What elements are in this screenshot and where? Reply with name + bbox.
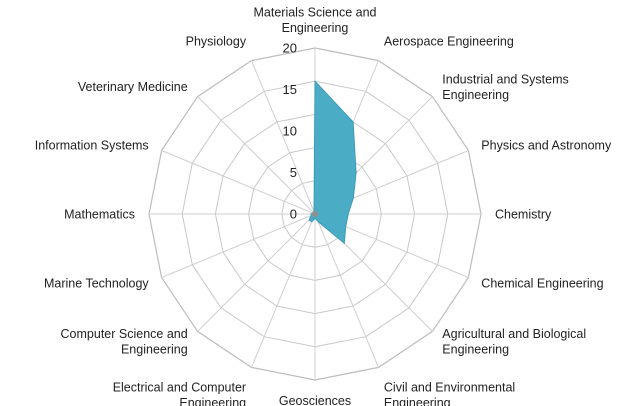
category-label: Computer Science and [61,327,188,341]
axis-spoke [161,150,316,215]
category-label: Agricultural and Biological [442,327,586,341]
tick-label: 15 [283,82,297,97]
tick-label: 5 [290,165,297,180]
category-label: Electrical and Computer [113,380,246,394]
tick-label: 20 [283,41,297,56]
category-label: Physics and Astronomy [481,139,612,153]
category-label: Chemistry [495,208,552,222]
axis-spoke [161,213,316,278]
category-label: Chemical Engineering [481,276,603,290]
category-label: Engineering [282,21,349,35]
category-label: Engineering [179,396,246,406]
axis-spoke [197,213,316,332]
category-label: Materials Science and [254,6,377,20]
category-label: Mathematics [64,208,135,222]
category-label: Geosciences [279,394,351,406]
center-point [312,211,318,217]
tick-label: 0 [290,207,297,222]
category-label: Marine Technology [44,276,149,290]
category-label: Engineering [442,88,509,102]
axis-spoke [251,213,316,368]
category-label: Information Systems [35,139,149,153]
axis-spoke [251,60,316,215]
axis-spoke [314,213,379,368]
category-label: Industrial and Systems [442,73,568,87]
category-label: Civil and Environmental [384,380,515,394]
category-label: Aerospace Engineering [384,35,514,49]
category-label: Veterinary Medicine [78,80,188,94]
category-label: Physiology [186,35,247,49]
radial-axis-ticks: 0 5 10 15 20 [283,41,297,222]
category-label: Engineering [121,343,188,357]
tick-label: 10 [283,124,297,139]
category-label: Engineering [442,343,509,357]
category-labels: Materials Science andEngineeringAerospac… [35,6,612,406]
series-area-0 [308,79,357,245]
category-label: Engineering [384,396,451,406]
radar-series [308,79,357,245]
axis-spoke [197,96,316,215]
